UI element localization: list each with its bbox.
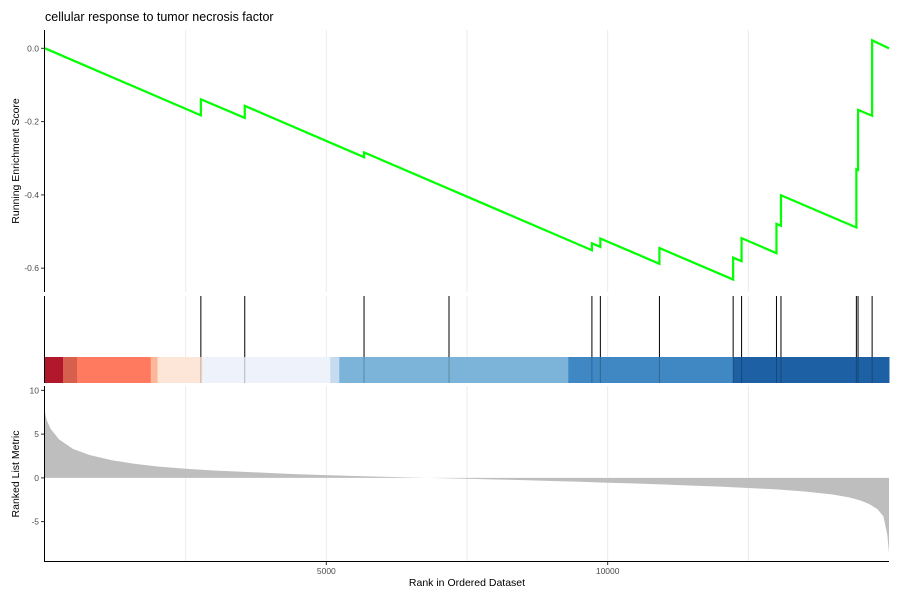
color-bar-segment — [568, 357, 734, 383]
x-axis-label: Rank in Ordered Dataset — [409, 577, 525, 589]
gene-hit-markers-overlay — [200, 357, 873, 383]
running-score-y-label: Running Enrichment Score — [10, 98, 22, 224]
x-tick-label: 10000 — [596, 566, 620, 576]
rank-x-ticks: 5000 10000 — [317, 562, 620, 576]
chart-title: cellular response to tumor necrosis fact… — [45, 10, 274, 24]
color-bar-segment — [45, 357, 64, 383]
y-tick-label: -0.4 — [24, 190, 39, 200]
gene-hit-markers — [200, 296, 873, 357]
color-bar-segment — [77, 357, 152, 383]
y-tick-label: -0.2 — [24, 117, 39, 127]
color-bar-segment — [330, 357, 340, 383]
color-bar-segment — [202, 357, 331, 383]
y-tick-label: -0.6 — [24, 263, 39, 273]
color-bar-segment — [157, 357, 204, 383]
color-bar-segment — [63, 357, 78, 383]
running-score-y-ticks: 0.0 -0.2 -0.4 -0.6 — [24, 43, 44, 273]
ranked-metric-gridlines — [185, 386, 749, 561]
running-score-line — [44, 38, 890, 282]
ranked-metric-panel: 10 5 0 -5 5000 10000 Ranked List Metric Rank… — [10, 385, 889, 589]
y-tick-label: 5 — [34, 429, 39, 439]
color-bar-segment — [733, 357, 890, 383]
ranked-metric-y-label: Ranked List Metric — [10, 431, 22, 518]
ranked-metric-area — [45, 412, 889, 554]
ranked-metric-y-ticks: 10 5 0 -5 — [30, 385, 44, 527]
y-tick-label: 0.0 — [27, 43, 39, 53]
color-bar-segment — [150, 357, 159, 383]
y-tick-label: -5 — [31, 517, 39, 527]
y-tick-label: 0 — [34, 473, 39, 483]
x-tick-label: 5000 — [317, 566, 336, 576]
rank-color-bar — [45, 357, 890, 383]
color-bar-segment — [339, 357, 569, 383]
y-tick-label: 10 — [30, 385, 40, 395]
gene-hits-panel — [44, 296, 890, 383]
running-score-panel: 0.0 -0.2 -0.4 -0.6 Running Enrichment Score — [10, 30, 890, 292]
running-score-gridlines — [185, 30, 749, 292]
